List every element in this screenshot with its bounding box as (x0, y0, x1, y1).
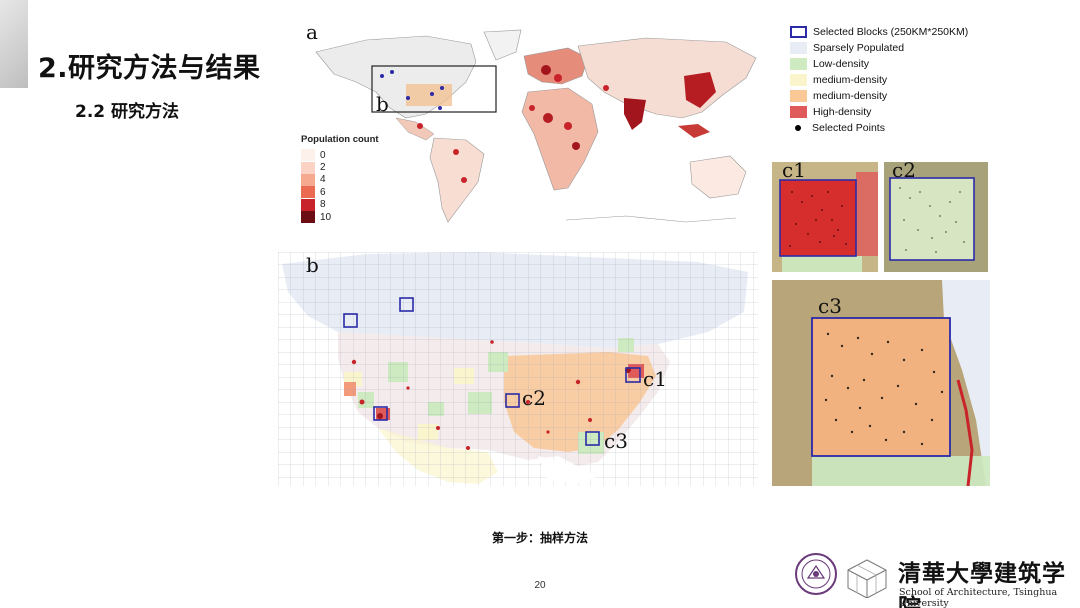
panel-label-b: b (306, 253, 319, 277)
institution-name-en: School of Architecture, Tsinghua Univers… (899, 587, 1058, 608)
population-swatch (301, 186, 315, 199)
slide-title: 2.研究方法与结果 (38, 53, 261, 84)
corner-decoration (0, 0, 28, 88)
legend-row: Selected Blocks (250KM*250KM) (790, 24, 968, 40)
legend-label: medium-density (813, 90, 888, 102)
legend-row: High-density (790, 104, 968, 120)
inset-map-c1 (772, 162, 878, 272)
population-legend-row: 0 (301, 149, 379, 162)
population-legend-value: 10 (320, 211, 332, 223)
population-legend-title: Population count (301, 134, 379, 145)
legend-label: Sparsely Populated (813, 42, 905, 54)
legend-label: Selected Blocks (250KM*250KM) (813, 26, 969, 38)
north-america-grid-map (278, 252, 758, 486)
architecture-cube-icon (847, 559, 887, 598)
sparse-swatch (790, 42, 807, 54)
panel-label-c3-callout: c3 (604, 429, 628, 453)
inset-map-c2 (884, 162, 988, 272)
panel-label-c1-callout: c1 (643, 367, 667, 391)
panel-label-c3: c3 (818, 294, 842, 318)
panel-label-b-inset: b (376, 92, 389, 116)
population-legend-row: 6 (301, 186, 379, 199)
university-seal-icon (795, 553, 837, 595)
population-swatch (301, 211, 315, 224)
low-density-swatch (790, 58, 807, 70)
legend-row: medium-density (790, 72, 968, 88)
inset-map-c3 (772, 280, 990, 486)
institution-logo: 清華大學建筑学院 School of Architecture, Tsinghu… (794, 552, 1076, 608)
selected-point-dot (795, 125, 801, 131)
medium-density-swatch-light (790, 74, 807, 86)
high-density-swatch (790, 106, 807, 118)
page-number: 20 (534, 580, 546, 591)
panel-label-a: a (306, 20, 318, 44)
population-legend-row: 2 (301, 161, 379, 174)
legend-label: High-density (813, 106, 872, 118)
legend-row: Low-density (790, 56, 968, 72)
legend-row: medium-density (790, 88, 968, 104)
population-legend-value: 6 (320, 186, 326, 198)
legend-label: medium-density (813, 74, 888, 86)
population-legend-value: 0 (320, 149, 326, 161)
panel-label-c1: c1 (782, 158, 806, 182)
selected-block-swatch (790, 26, 807, 38)
population-swatch (301, 173, 315, 186)
legend-row: Sparsely Populated (790, 40, 968, 56)
panel-label-c2-callout: c2 (522, 386, 546, 410)
population-legend-value: 4 (320, 174, 326, 186)
world-population-map (306, 22, 766, 236)
population-legend-row: 4 (301, 173, 379, 186)
panel-label-c2: c2 (892, 158, 916, 182)
legend-label: Selected Points (812, 122, 885, 134)
medium-density-swatch-dark (790, 90, 807, 102)
legend-row: Selected Points (790, 120, 968, 136)
legend-label: Low-density (813, 58, 870, 70)
population-legend-row: 8 (301, 198, 379, 211)
figure-caption: 第一步：抽样方法 (491, 531, 588, 545)
density-legend: Selected Blocks (250KM*250KM) Sparsely P… (790, 24, 968, 136)
population-legend-row: 10 (301, 211, 379, 224)
slide-subtitle: 2.2 研究方法 (75, 102, 180, 122)
population-swatch (301, 149, 315, 162)
population-legend-value: 2 (320, 162, 326, 174)
population-legend-value: 8 (320, 199, 326, 211)
population-swatch (301, 161, 315, 174)
population-legend: Population count 0 2 4 6 8 10 (301, 134, 379, 224)
institution-name-cn: 清華大學建筑学院 (898, 560, 1066, 608)
population-swatch (301, 198, 315, 211)
